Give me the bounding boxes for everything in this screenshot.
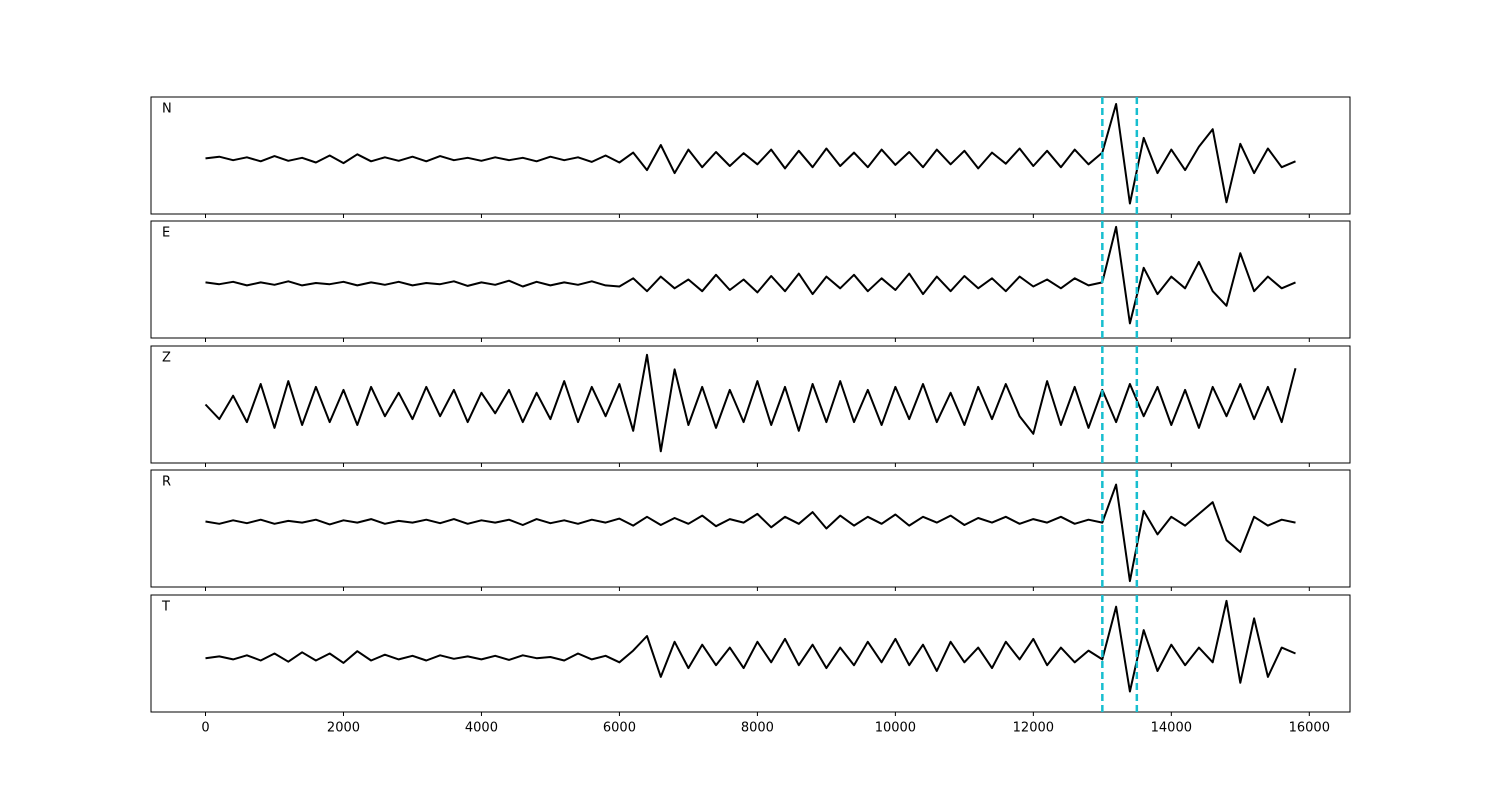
waveform xyxy=(204,353,1297,453)
panel-frame xyxy=(150,469,1351,588)
waveform xyxy=(205,599,1296,693)
panel-label: T xyxy=(161,600,170,615)
x-tick-label: 0 xyxy=(201,721,209,736)
waveform xyxy=(205,225,1296,325)
panel-label: E xyxy=(162,226,170,241)
panel-frame xyxy=(150,96,1351,215)
panel-label: N xyxy=(162,102,172,117)
panel-frame xyxy=(150,345,1351,464)
x-tick-label: 4000 xyxy=(465,721,498,736)
x-tick-label: 8000 xyxy=(741,721,774,736)
x-tick-label: 12000 xyxy=(1013,721,1054,736)
panel-label: R xyxy=(162,475,171,490)
panel-frame xyxy=(150,594,1351,713)
x-tick-label: 10000 xyxy=(875,721,916,736)
x-tick-label: 6000 xyxy=(603,721,636,736)
x-tick-label: 14000 xyxy=(1151,721,1192,736)
panel-label: Z xyxy=(162,351,171,366)
waveform xyxy=(205,103,1296,205)
x-tick-label: 16000 xyxy=(1289,721,1330,736)
waveform xyxy=(205,483,1296,583)
x-tick-label: 2000 xyxy=(327,721,360,736)
panel-frame xyxy=(150,220,1351,339)
